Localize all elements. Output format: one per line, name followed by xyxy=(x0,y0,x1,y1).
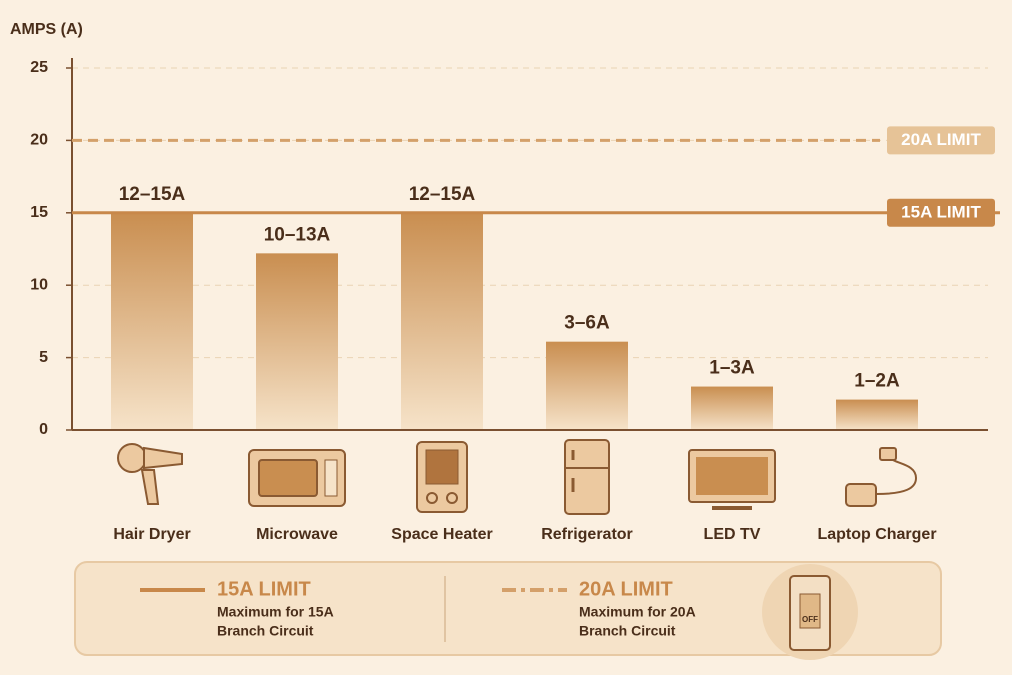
value-label: 1–2A xyxy=(854,371,900,392)
bar xyxy=(111,212,193,430)
legend-description: Branch Circuit xyxy=(579,623,676,639)
legend-box xyxy=(74,561,942,656)
y-tick-label: 0 xyxy=(39,421,48,438)
value-label: 12–15A xyxy=(409,184,476,205)
y-tick-label: 20 xyxy=(30,132,48,149)
reference-badge xyxy=(887,198,995,227)
y-tick-label: 25 xyxy=(30,59,48,76)
x-tick-label: Space Heater xyxy=(391,526,492,543)
legend-label: 15A LIMIT xyxy=(217,578,311,600)
y-axis-label: AMPS (A) xyxy=(10,21,83,38)
bar xyxy=(546,341,628,430)
value-label: 10–13A xyxy=(264,224,331,245)
reference-label: 15A LIMIT xyxy=(901,202,981,221)
x-tick-label: Hair Dryer xyxy=(113,526,190,543)
value-label: 1–3A xyxy=(709,358,755,379)
legend-description: Maximum for 15A xyxy=(217,604,334,620)
reference-label: 20A LIMIT xyxy=(901,130,981,149)
bar xyxy=(401,212,483,430)
x-tick-label: Refrigerator xyxy=(541,526,633,543)
legend-label: 20A LIMIT xyxy=(579,578,673,600)
value-label: 12–15A xyxy=(119,184,186,205)
bar xyxy=(691,386,773,430)
y-tick-label: 5 xyxy=(39,349,48,366)
value-label: 3–6A xyxy=(564,313,610,334)
x-tick-label: LED TV xyxy=(704,526,761,543)
legend-description: Maximum for 20A xyxy=(579,604,696,620)
icons xyxy=(117,439,918,515)
legend-description: Branch Circuit xyxy=(217,623,314,639)
breaker-label: OFF xyxy=(802,615,818,624)
y-tick-label: 15 xyxy=(30,204,48,221)
bar xyxy=(256,253,338,430)
bar xyxy=(836,399,918,430)
breaker-icon: OFF xyxy=(762,564,858,660)
x-tick-label: Laptop Charger xyxy=(817,526,936,543)
y-tick-label: 10 xyxy=(30,276,48,293)
x-tick-label: Microwave xyxy=(256,526,338,543)
reference-badge xyxy=(887,126,995,155)
